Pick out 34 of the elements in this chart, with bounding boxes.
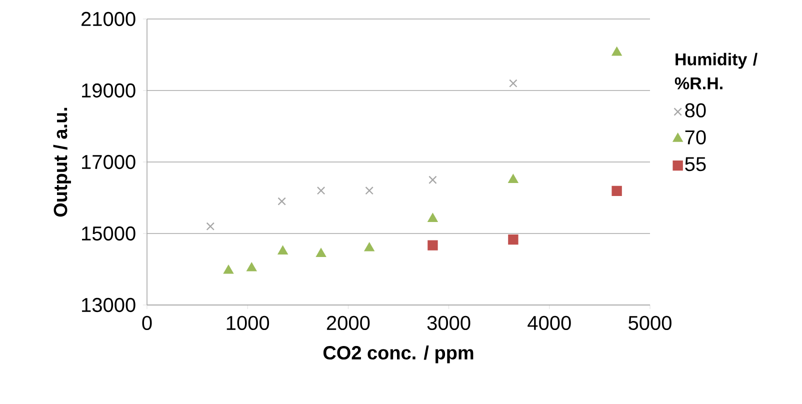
x-tick-label: 4000	[528, 316, 571, 330]
x-axis-title: CO2 conc. / ppm	[323, 346, 474, 364]
point	[612, 186, 622, 196]
x-tick-label: 1000	[226, 316, 270, 330]
y-tick-label: 19000	[82, 83, 136, 98]
point	[428, 240, 438, 250]
point	[612, 47, 622, 56]
point	[206, 222, 215, 230]
point	[364, 242, 374, 252]
x-tick-label: 2000	[326, 316, 370, 330]
point	[316, 186, 326, 195]
point	[508, 234, 518, 245]
y-tick-label: 21000	[82, 12, 136, 26]
point	[278, 246, 288, 254]
y-tick-label: 15000	[82, 226, 136, 241]
y-axis-title: Output / a.u.	[53, 108, 71, 217]
point	[428, 176, 437, 184]
x-tick-label: 5000	[628, 316, 672, 330]
point	[428, 213, 438, 222]
legend-title: Humidity / %R.H.	[674, 52, 758, 90]
point	[246, 262, 257, 272]
y-tick-label: 13000	[82, 298, 136, 312]
legend-label: 80	[685, 103, 706, 118]
point	[224, 265, 234, 274]
point	[278, 197, 286, 206]
point	[508, 174, 518, 183]
point	[316, 248, 326, 257]
x-tick-label: 3000	[427, 316, 470, 330]
legend-label: 55	[685, 157, 706, 172]
x-tick-label: 0	[142, 316, 152, 330]
y-tick-label: 17000	[82, 154, 136, 170]
point	[365, 186, 374, 195]
point	[509, 79, 518, 88]
legend-label: 70	[685, 130, 706, 144]
